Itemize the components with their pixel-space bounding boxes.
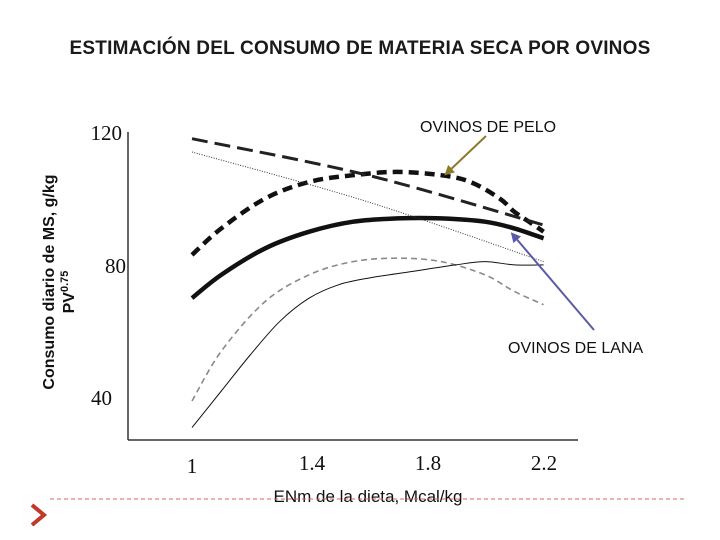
page-title: ESTIMACIÓN DEL CONSUMO DE MATERIA SECA P…	[69, 38, 651, 59]
y-tick-label-80: 80	[105, 254, 126, 278]
series-line-5-thin-dashed-gray	[191, 257, 544, 402]
series-line-6-thin-solid	[191, 261, 544, 428]
x-tick-label-2-2: 2.2	[531, 451, 557, 475]
x-tick-label-1-8: 1.8	[415, 451, 441, 475]
annotation-arrow-lana	[510, 232, 595, 331]
y-axis-label-sup: 0.75	[59, 271, 71, 292]
series-line-2-bold-solid	[190, 215, 545, 300]
x-axis-label: ENm de la dieta, Mcal/kg	[274, 487, 463, 506]
y-tick-label-40: 40	[91, 386, 112, 410]
annotation-arrow-pelo	[444, 135, 487, 176]
annotation-ovinos-de-pelo: OVINOS DE PELO	[420, 119, 556, 136]
annotation-ovinos-de-lana: OVINOS DE LANA	[508, 340, 643, 357]
y-axis-label-pv: PV	[61, 292, 78, 314]
x-tick-label-1-4: 1.4	[299, 451, 326, 475]
series-line-4-thin-dotted	[191, 151, 544, 263]
y-tick-label-120: 120	[91, 121, 123, 145]
series-layer	[190, 137, 545, 428]
y-axis-label-line2: PV0.75	[59, 271, 78, 314]
footer-arrow-icon	[30, 503, 48, 527]
series-line-1-bold-dashed	[190, 169, 545, 257]
x-tick-label-1: 1	[187, 454, 198, 478]
y-axis-label: Consumo diario de MS, g/kg	[41, 174, 58, 389]
